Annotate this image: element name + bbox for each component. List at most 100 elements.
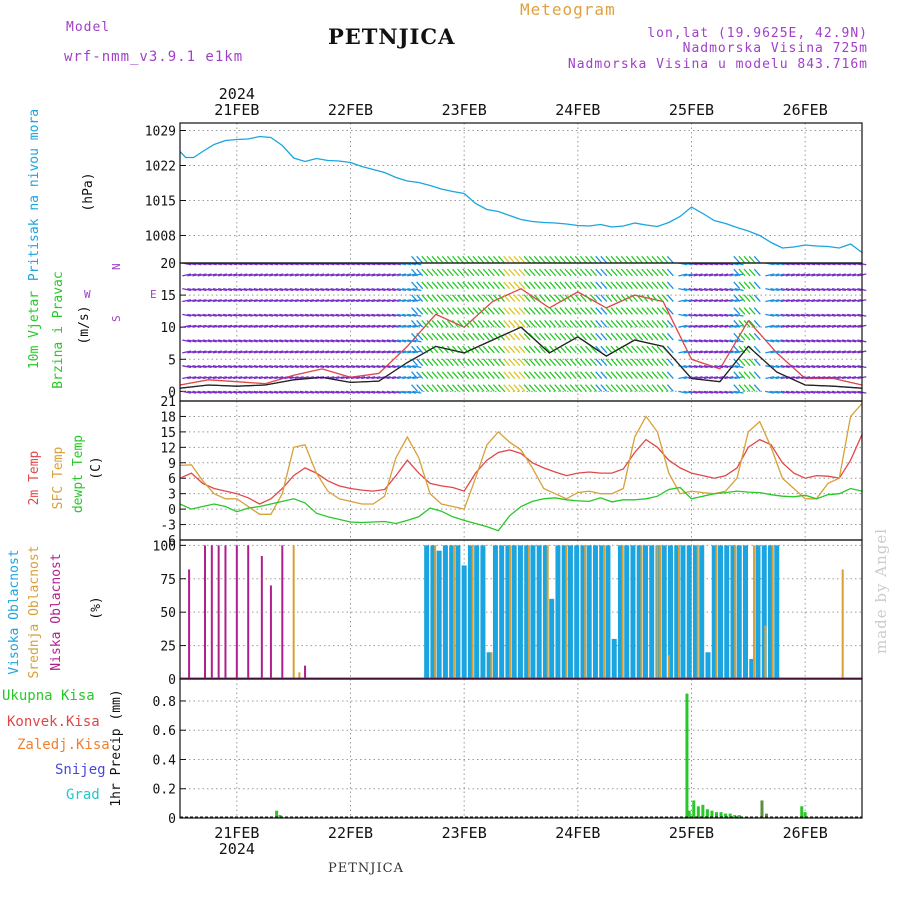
wind-arrow [248, 324, 258, 328]
wind-arrow [487, 371, 495, 379]
precip-bar [701, 804, 705, 818]
wind-arrow [806, 339, 816, 343]
wind-arrow [412, 390, 422, 394]
wind-arrow [811, 273, 821, 277]
wind-arrow [765, 324, 775, 328]
wind-arrow [376, 273, 386, 277]
wind-arrow [269, 273, 279, 277]
wind-arrow [564, 255, 572, 264]
wind-arrow [770, 288, 780, 292]
wind-arrow [559, 255, 567, 264]
wind-arrow [279, 350, 289, 354]
wind-arrow [518, 294, 526, 302]
wind-arrow [441, 255, 449, 264]
wind-arrow [641, 294, 649, 302]
wind-arrow [243, 390, 253, 394]
low-cloud-bar [188, 569, 191, 679]
wind-arrow [299, 350, 309, 354]
wind-arrow [498, 332, 506, 341]
wind-arrow [615, 371, 623, 379]
high-cloud-bar [499, 545, 505, 679]
wind-arrow [636, 371, 644, 379]
wind-arrow [765, 350, 775, 354]
wind-arrow [320, 339, 330, 343]
wind-arrow [320, 273, 330, 277]
wind-arrow [335, 365, 345, 369]
wind-arrow [269, 313, 279, 317]
wind-arrow [396, 299, 407, 303]
wind-arrow [753, 371, 761, 379]
wind-arrow [294, 273, 304, 277]
wind-arrow [452, 294, 459, 302]
wind-arrow [641, 358, 649, 367]
wind-arrow [806, 376, 816, 380]
wind-arrow [356, 324, 366, 328]
ytick-label: 0.8 [153, 695, 176, 710]
wind-arrow [683, 390, 693, 394]
wind-arrow [467, 332, 475, 341]
wind-arrow [472, 268, 480, 277]
panel-label: 1hr Precip (mm) [109, 689, 124, 806]
wind-arrow [719, 324, 729, 328]
wind-arrow [212, 365, 222, 369]
wind-arrow [289, 324, 299, 328]
xtick-label-bottom: 26FEB [783, 824, 828, 842]
wind-arrow [284, 350, 294, 354]
wind-arrow [590, 320, 598, 328]
wind-arrow [446, 268, 454, 277]
wind-arrow [708, 299, 719, 303]
ytick-label: 1015 [145, 195, 176, 210]
wind-arrow [780, 365, 790, 369]
wind-arrow [790, 365, 800, 369]
wind-arrow [666, 320, 674, 328]
wind-arrow [748, 294, 756, 302]
wind-arrow [646, 332, 654, 341]
ytick-label: 1022 [145, 160, 176, 175]
wind-arrow [595, 307, 603, 315]
wind-arrow [753, 332, 761, 341]
wind-arrow [279, 390, 289, 394]
wind-arrow [836, 273, 846, 277]
wind-arrow [472, 384, 480, 392]
wind-arrow [544, 320, 552, 328]
wind-arrow [549, 371, 557, 379]
wind-arrow [605, 358, 613, 367]
wind-arrow [391, 288, 401, 292]
wind-arrow [411, 345, 419, 354]
wind-arrow [569, 320, 577, 328]
wind-arrow [426, 281, 434, 290]
wind-arrow [187, 273, 197, 277]
wind-arrow [233, 365, 243, 369]
ytick-label: 50 [160, 606, 176, 621]
precip-bar [760, 800, 764, 818]
wind-arrow [187, 313, 197, 317]
wind-arrow [263, 288, 274, 292]
wind-arrow [688, 339, 698, 343]
wind-arrow [790, 288, 800, 292]
wind-arrow [192, 313, 202, 317]
wind-arrow [738, 384, 746, 392]
wind-arrow [785, 313, 795, 317]
wind-arrow [182, 288, 192, 292]
wind-arrow [197, 273, 207, 277]
wind-arrow [426, 332, 434, 341]
wind-arrow [719, 339, 729, 343]
wind-arrow [304, 390, 314, 394]
high-cloud-bar [449, 545, 455, 679]
wind-arrow [330, 339, 340, 343]
wind-arrow [350, 350, 361, 354]
wind-arrow [202, 288, 212, 292]
high-cloud-bar [674, 545, 680, 679]
wind-arrow [816, 365, 826, 369]
wind-arrow [253, 299, 263, 303]
wind-arrow [407, 288, 417, 292]
wind-arrow [279, 324, 289, 328]
wind-arrow [595, 332, 603, 341]
wind-arrow [386, 350, 396, 354]
panel-frame [179, 678, 863, 819]
wind-arrow [396, 376, 407, 380]
wind-arrow [852, 339, 862, 343]
wind-arrow [487, 268, 495, 277]
wind-arrow [274, 324, 284, 328]
wind-arrow [595, 384, 603, 392]
